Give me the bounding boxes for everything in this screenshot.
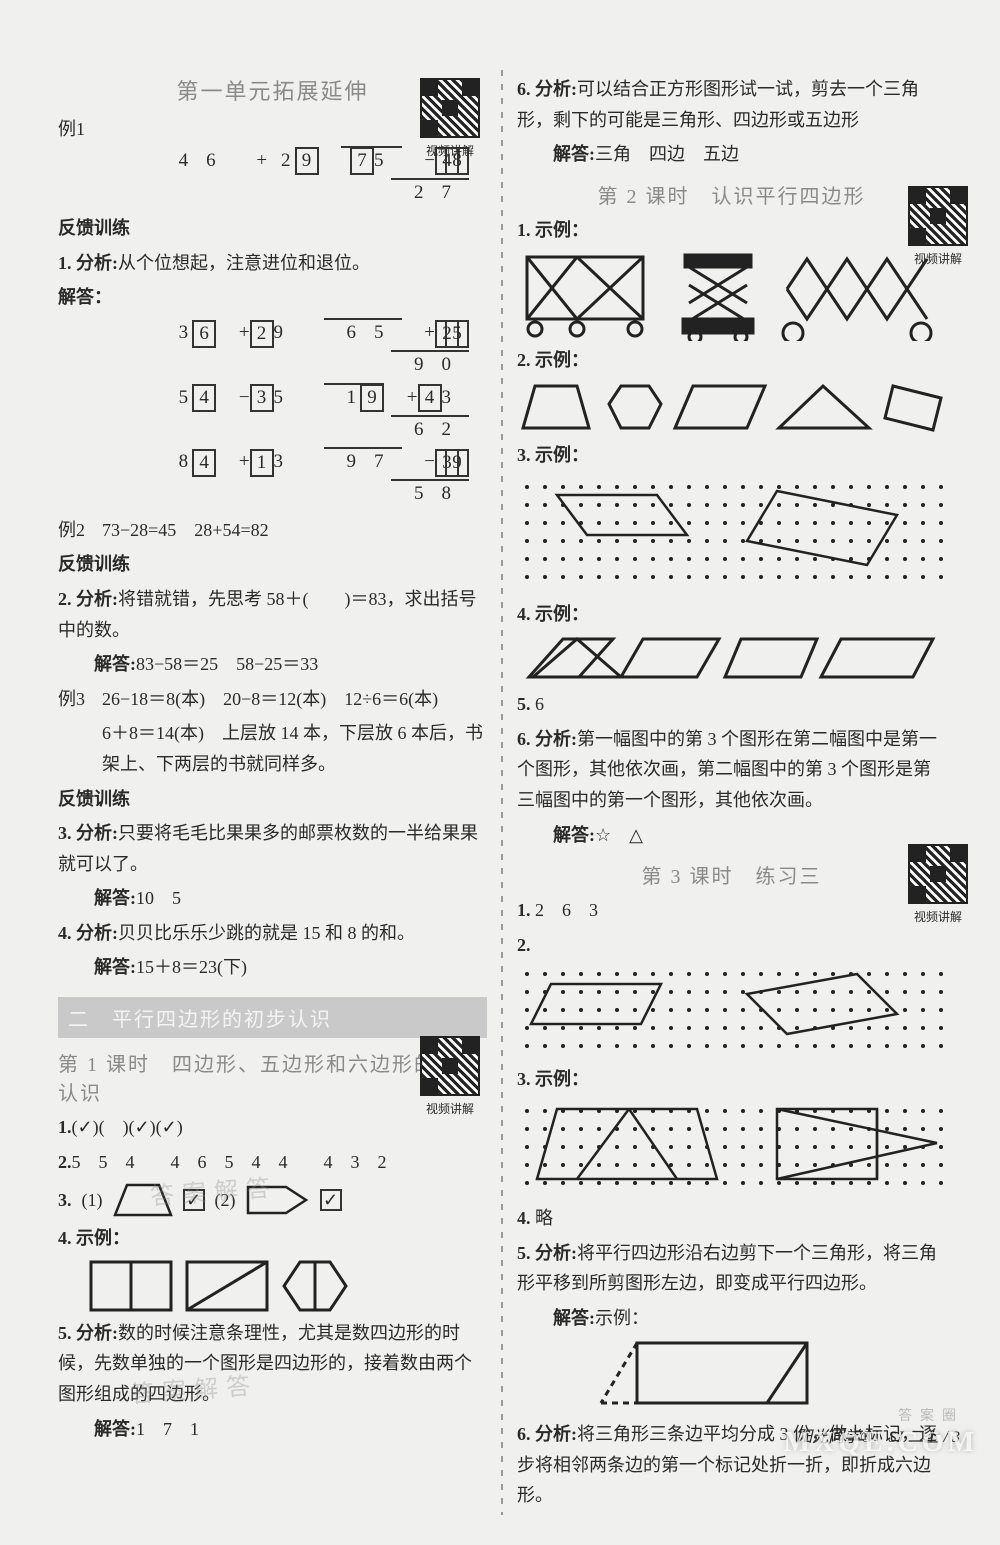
- lesson-2-title: 第 2 课时 认识平行四边形: [517, 180, 946, 209]
- r-s1-label: 1. 示例：: [517, 215, 946, 246]
- p5-answer: 解答:示例：: [517, 1303, 946, 1334]
- example-3-line2: 6＋8＝14(本) 上层放 14 本，下层放 6 本后，书架上、下两层的书就同样…: [58, 718, 487, 779]
- r-q6-answer: 解答:三角 四边 五边: [517, 139, 946, 170]
- q2-answer: 解答:83−58＝25 58−25＝33: [58, 649, 487, 680]
- watermark-site: MXQE.COM: [783, 1427, 978, 1459]
- cut-parallelogram-figure: [597, 1337, 837, 1415]
- r-s2-label: 2. 示例：: [517, 345, 946, 376]
- p3-label: 3. 示例：: [517, 1064, 946, 1095]
- watermark-cn: 答案圈: [898, 1405, 964, 1425]
- p5-analysis: 5. 分析:将平行四边形沿右边剪下一个三角形，将三角形平移到所剪图形左边，即变成…: [517, 1238, 946, 1299]
- q4-analysis: 4. 分析:贝贝比乐乐少跳的就是 15 和 8 的和。: [58, 918, 487, 949]
- q4-answer: 解答:15＋8＝23(下): [58, 952, 487, 983]
- dot-grid-figure: [517, 475, 947, 595]
- qr-code: [420, 78, 480, 138]
- r-s4-label: 4. 示例：: [517, 599, 946, 630]
- r-s3-label: 3. 示例：: [517, 440, 946, 471]
- feedback-heading: 反馈训练: [58, 549, 487, 580]
- q1-analysis: 1. 分析:从个位想起，注意进位和退位。: [58, 248, 487, 279]
- r-q6-analysis: 6. 分析:可以结合正方形图形试一试，剪去一个三角形，剩下的可能是三角形、四边形…: [517, 74, 946, 135]
- hexagon-split-icon: [280, 1258, 350, 1314]
- qr-code: [908, 186, 968, 246]
- example-2: 例273−28=45 28+54=82: [58, 515, 487, 546]
- q1-answer-label: 解答：: [58, 282, 487, 313]
- p2-label: 2.: [517, 930, 946, 961]
- q1-vertical-stacks: 36 +29 65 +25 90 54 −35 19 +43 62 84 +13…: [58, 317, 487, 511]
- qr-caption: 视频讲解: [906, 908, 970, 925]
- gate-lift-figure: [517, 249, 937, 341]
- qr-caption: 视频讲解: [906, 250, 970, 267]
- l1-q5-answer: 解答:1 7 1: [58, 1414, 487, 1445]
- qr-caption: 视频讲解: [418, 1100, 482, 1117]
- l1-q5-analysis: 5. 分析:数的时候注意条理性，尤其是数四边形的时候，先数单独的一个图形是四边形…: [58, 1318, 487, 1410]
- example-3: 例326−18＝8(本) 20−8＝12(本) 12÷6＝6(本): [58, 684, 487, 715]
- column-separator: [501, 70, 503, 1515]
- l1-q4-shapes: [58, 1258, 487, 1314]
- rect-split-icon: [88, 1259, 174, 1313]
- r-s5: 5. 6: [517, 689, 946, 720]
- qr-code: [908, 844, 968, 904]
- feedback-heading: 反馈训练: [58, 213, 487, 244]
- rect-diag-icon: [184, 1259, 270, 1313]
- feedback-heading: 反馈训练: [58, 784, 487, 815]
- shapes-row-figure: [517, 380, 947, 436]
- q3-analysis: 3. 分析:只要将毛毛比果果多的邮票枚数的一半给果果就可以了。: [58, 818, 487, 879]
- q3-answer: 解答:10 5: [58, 883, 487, 914]
- lesson-3-title: 第 3 课时 练习三: [517, 860, 946, 889]
- dot-grid-figure-3: [517, 1099, 947, 1199]
- l1-q4: 4. 示例：: [58, 1223, 487, 1254]
- unit-2-banner: 二 平行四边形的初步认识: [58, 997, 487, 1038]
- r-s6-answer: 解答:☆ △: [517, 820, 946, 851]
- q2-analysis: 2. 分析:将错就错，先思考 58＋( )＝83，求出括号中的数。: [58, 584, 487, 645]
- p4: 4. 略: [517, 1203, 946, 1234]
- qr-caption: 视频讲解: [418, 142, 482, 159]
- dot-grid-figure-2: [517, 964, 947, 1060]
- parallelogram-row-figure: [517, 633, 947, 685]
- right-column: 6. 分析:可以结合正方形图形试一试，剪去一个三角形，剩下的可能是三角形、四边形…: [509, 70, 954, 1515]
- r-s6-analysis: 6. 分析:第一幅图中的第 3 个图形在第二幅图中是第一个图形，其他依次画，第二…: [517, 724, 946, 816]
- qr-code: [420, 1036, 480, 1096]
- p1: 1. 2 6 3: [517, 895, 946, 926]
- left-column: 第一单元拓展延伸 例1 46 +29 75 −48 27 反馈训练 1. 分析:…: [50, 70, 495, 1515]
